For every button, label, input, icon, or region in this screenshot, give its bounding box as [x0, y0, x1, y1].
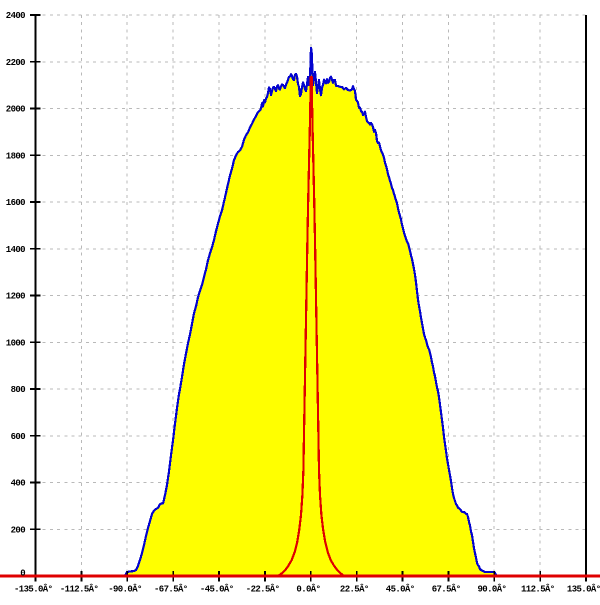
svg-text:400: 400: [11, 479, 26, 489]
svg-text:600: 600: [11, 432, 26, 442]
svg-text:0: 0: [20, 569, 25, 579]
svg-text:2000: 2000: [6, 105, 25, 115]
svg-text:112.5Â°: 112.5Â°: [521, 584, 555, 595]
svg-text:1200: 1200: [6, 292, 25, 302]
svg-text:1400: 1400: [6, 245, 25, 255]
svg-text:-67.5Â°: -67.5Â°: [154, 584, 188, 595]
svg-text:800: 800: [11, 385, 26, 395]
svg-text:45.0Â°: 45.0Â°: [386, 584, 415, 595]
svg-text:1800: 1800: [6, 151, 25, 161]
svg-text:1000: 1000: [6, 338, 25, 348]
svg-text:22.5Â°: 22.5Â°: [340, 584, 369, 595]
svg-text:2200: 2200: [6, 58, 25, 68]
svg-text:135.0Â°: 135.0Â°: [567, 584, 600, 595]
svg-text:1600: 1600: [6, 198, 25, 208]
svg-text:-135.0Â°: -135.0Â°: [14, 584, 53, 595]
svg-text:90.0Â°: 90.0Â°: [477, 584, 506, 595]
svg-text:2400: 2400: [6, 11, 25, 21]
svg-text:-112.5Â°: -112.5Â°: [60, 584, 99, 595]
svg-text:67.5Â°: 67.5Â°: [432, 584, 461, 595]
svg-text:0.0Â°: 0.0Â°: [296, 584, 320, 595]
svg-text:200: 200: [11, 525, 26, 535]
svg-text:-45.0Â°: -45.0Â°: [200, 584, 234, 595]
svg-text:-90.0Â°: -90.0Â°: [108, 584, 142, 595]
svg-text:-22.5Â°: -22.5Â°: [246, 584, 280, 595]
